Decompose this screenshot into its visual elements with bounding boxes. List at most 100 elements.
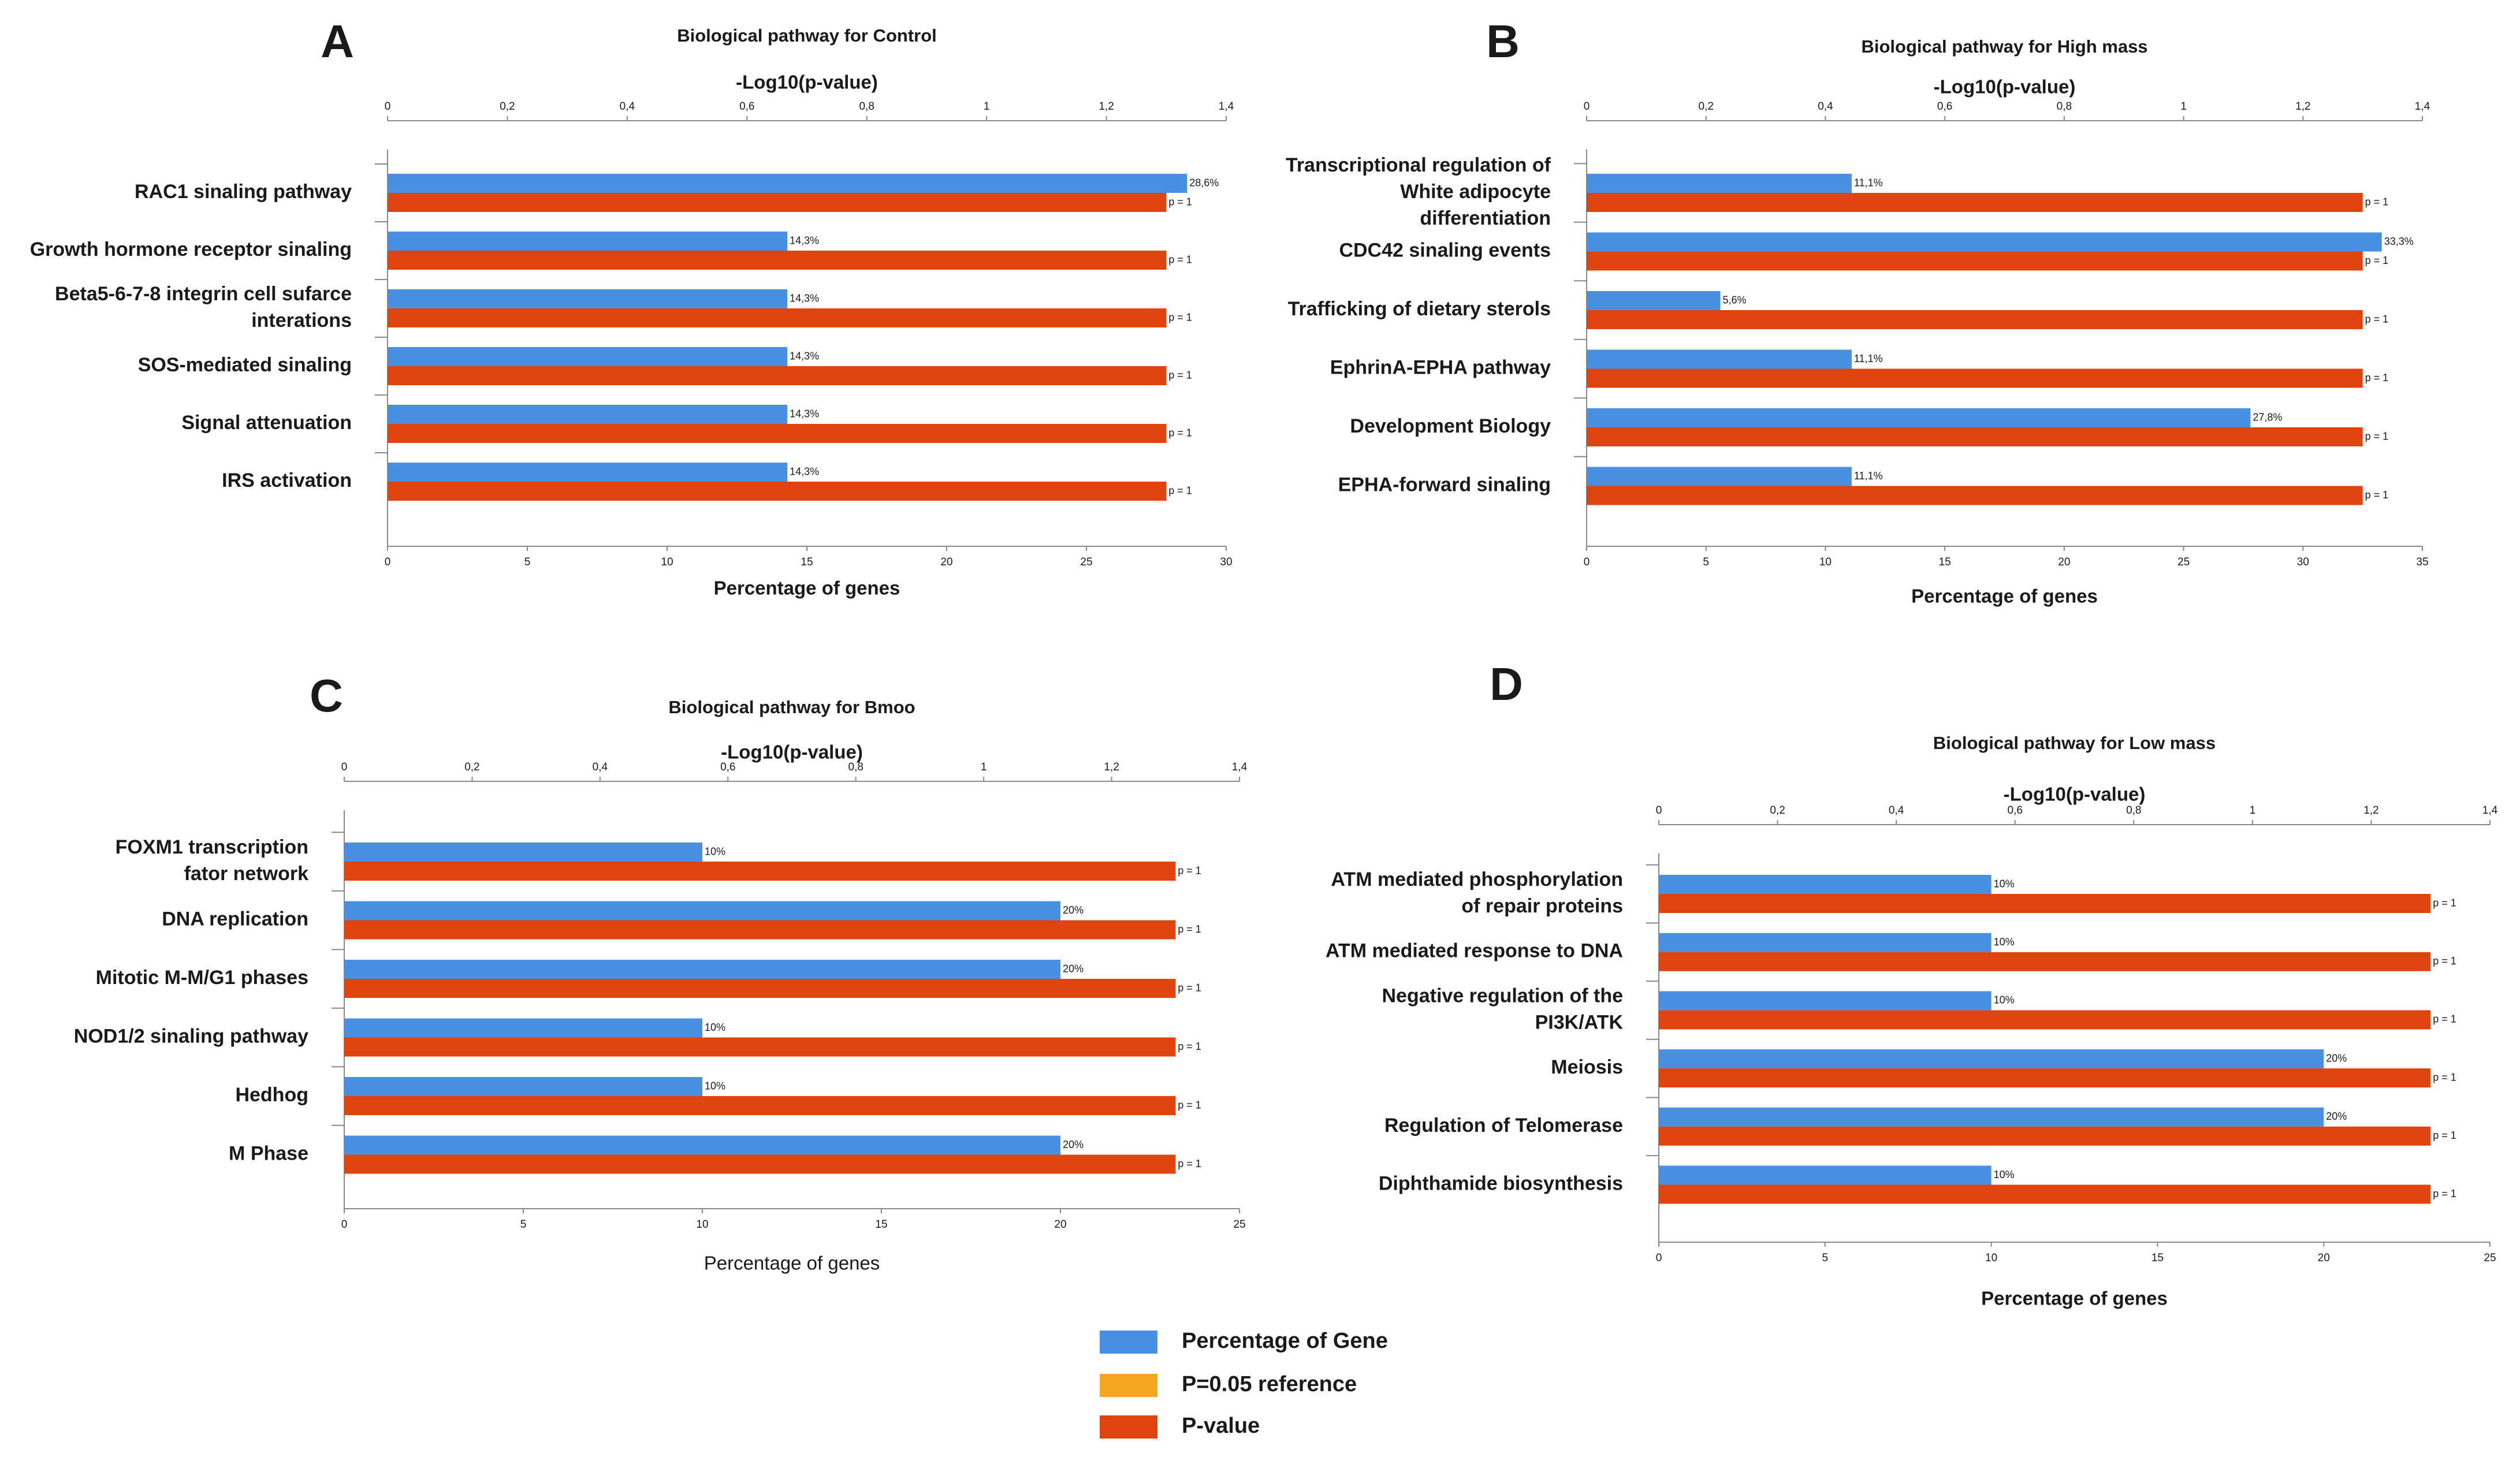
value-label: p = 1 [2365,196,2389,207]
x2-tick-label: 0,4 [620,100,635,113]
bar [344,1096,1176,1115]
x2-tick-label: 0,2 [500,100,515,113]
value-label: 20% [2326,1052,2347,1064]
x-tick-label: 0 [385,556,391,568]
bar [1659,1107,2324,1127]
bar [388,251,1167,270]
category-label: Mitotic M-M/G1 phases [96,967,308,989]
category-label: EphrinA-EPHA pathway [1330,356,1551,378]
x-tick-label: 10 [661,556,673,568]
value-label: 20% [1063,963,1084,974]
bar [388,193,1167,212]
category-label: SOS-mediated sinaling [138,354,352,376]
category-label: Regulation of Telomerase [1384,1115,1623,1136]
value-label: p = 1 [2433,1013,2456,1025]
value-label: 20% [1063,1139,1084,1150]
category-label: IRS activation [222,469,352,491]
x-axis-title: Percentage of genes [704,1253,880,1274]
value-label: p = 1 [1168,196,1192,207]
chart-panel: A Biological pathway for Control -Log10(p-… [30,16,1234,599]
bar [1587,174,1852,193]
value-label: 10% [1994,994,2015,1006]
category-label: RAC1 sinaling pathway [135,181,352,203]
bar [1659,875,1992,894]
bar [1587,349,1852,369]
bar [1659,1126,2431,1146]
x-axis-title: Percentage of genes [714,577,900,599]
bar [1659,1010,2431,1030]
x-tick-label: 30 [1220,556,1232,568]
x-tick-label: 15 [801,556,813,568]
x2-tick-label: 0,6 [720,761,735,773]
x2-tick-label: 0,4 [1889,804,1904,817]
category-label: FOXM1 transcription fator network [116,836,308,885]
value-label: p = 1 [2365,255,2389,266]
bar [1587,467,1852,486]
x-axis-title: Percentage of genes [1911,586,2098,607]
x-tick-label: 15 [2152,1252,2164,1264]
x-tick-label: 25 [1080,556,1092,568]
category-label: Development Biology [1350,415,1551,437]
legend-label: Percentage of Gene [1182,1329,1388,1353]
bar [388,366,1167,385]
value-label: p = 1 [2365,313,2389,325]
bar [388,289,788,308]
x2-tick-label: 0,6 [739,100,754,113]
x-tick-label: 15 [1939,556,1951,568]
value-label: 11,1% [1854,353,1883,364]
value-label: 11,1% [1854,470,1883,482]
x2-tick-label: 1,2 [2295,100,2310,113]
bar [1659,1165,1992,1185]
bar [388,482,1167,501]
bar [1587,368,2363,388]
bar [388,424,1167,443]
x-tick-label: 0 [341,1218,348,1231]
x2-tick-label: 0,8 [2057,100,2072,113]
value-label: p = 1 [2433,1188,2456,1199]
x2-tick-label: 0 [341,761,348,773]
x2-tick-label: 0,4 [1818,100,1833,113]
x2-axis-title: -Log10(p-value) [721,741,863,763]
x-axis-title: Percentage of genes [1981,1288,2168,1309]
value-label: p = 1 [1178,923,1201,935]
value-label: 11,1% [1854,177,1883,188]
value-label: p = 1 [2365,430,2389,442]
category-label: DNA replication [162,908,308,930]
panel-letter: B [1486,16,1520,67]
value-label: p = 1 [1168,311,1192,323]
x-tick-label: 25 [1233,1218,1245,1231]
bar [344,979,1176,998]
value-label: p = 1 [1178,1041,1201,1052]
bar [344,960,1060,979]
bar [1659,933,1992,952]
chart-panel: C Biological pathway for Bmoo -Log10(p-val… [74,670,1248,1274]
bar [1587,427,2363,446]
x-tick-label: 20 [2058,556,2070,568]
category-label: CDC42 sinaling events [1339,239,1551,261]
bar [344,843,702,862]
x2-tick-label: 0,8 [859,100,874,113]
x2-tick-label: 0,8 [2126,804,2141,817]
value-label: p = 1 [1178,1099,1201,1111]
x2-tick-label: 1 [984,100,990,113]
value-label: 10% [705,845,725,857]
panel-letter: D [1490,658,1523,710]
category-label: Signal attenuation [181,412,352,434]
value-label: 14,3% [790,408,819,419]
bar [1587,251,2363,271]
bar [1659,991,1992,1011]
value-label: 14,3% [790,465,819,477]
x2-tick-label: 0 [385,100,391,113]
category-label: Growth hormone receptor sinaling [30,239,352,260]
x2-tick-label: 0,4 [593,761,608,773]
x2-tick-label: 0,2 [464,761,479,773]
chart-title: Biological pathway for Low mass [1933,733,2216,753]
bar [1659,1184,2431,1204]
bar [1587,310,2363,329]
value-label: 28,6% [1189,177,1219,188]
value-label: p = 1 [2433,897,2456,908]
legend-swatch [1100,1415,1157,1439]
x2-tick-label: 0,6 [2008,804,2023,817]
legend: Percentage of Gene P=0.05 reference P-valu… [1100,1329,1388,1439]
bar [344,862,1176,881]
